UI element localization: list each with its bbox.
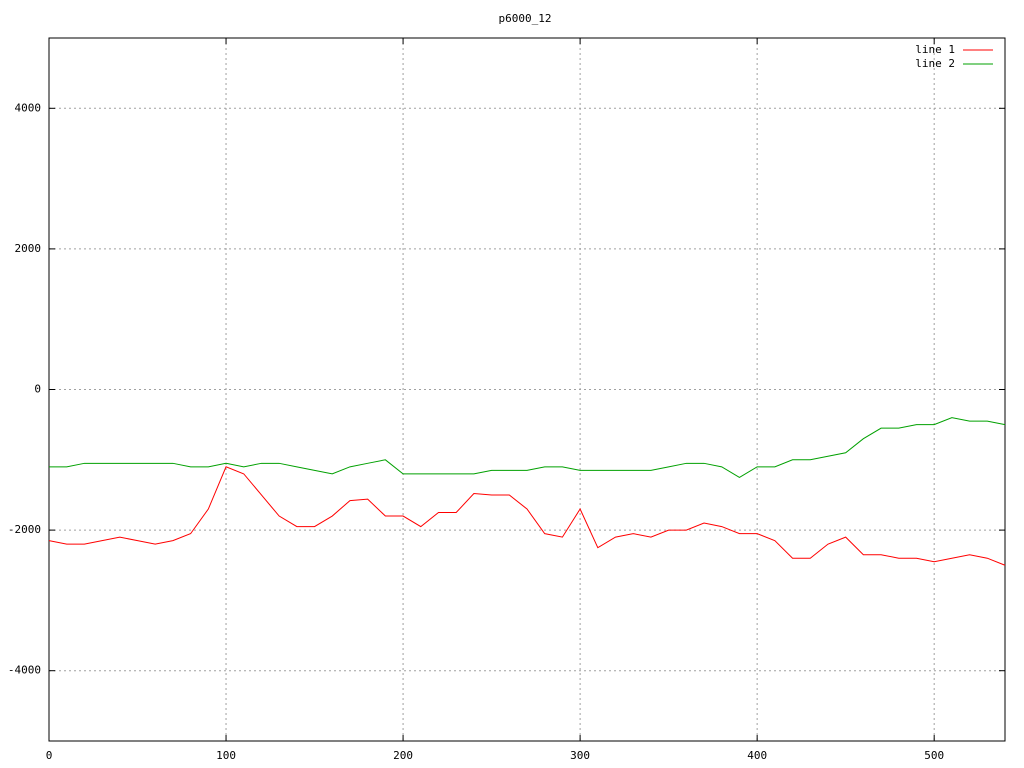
chart-title: p6000_12 <box>499 12 552 25</box>
legend-label: line 2 <box>915 57 955 70</box>
y-tick-label: 2000 <box>15 242 42 255</box>
data-line <box>49 417 1006 478</box>
x-tick-label: 500 <box>924 749 944 762</box>
y-tick-label: 4000 <box>15 101 42 114</box>
y-tick-label: 0 <box>34 383 41 396</box>
data-line <box>48 466 1006 566</box>
y-tick-label: -2000 <box>8 523 41 536</box>
plot-frame <box>48 37 1006 742</box>
x-tick-label: 400 <box>747 749 767 762</box>
legend-label: line 1 <box>915 43 955 56</box>
y-tick-label: -4000 <box>8 664 41 677</box>
x-tick-label: 0 <box>46 749 53 762</box>
x-tick-label: 300 <box>570 749 590 762</box>
x-tick-label: 100 <box>216 749 236 762</box>
x-tick-label: 200 <box>393 749 413 762</box>
